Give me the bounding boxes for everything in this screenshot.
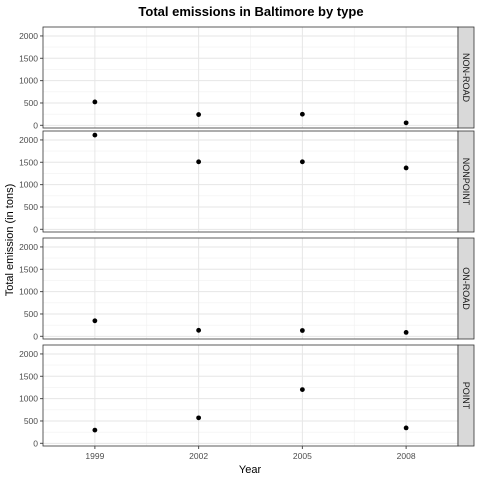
y-tick-label: 1000: [19, 394, 38, 404]
y-tick-label: 1000: [19, 180, 38, 190]
data-point: [92, 133, 97, 138]
data-point: [300, 112, 305, 117]
strip-label: NON-ROAD: [461, 53, 471, 102]
x-tick-label: 2002: [189, 451, 208, 461]
y-tick-label: 1500: [19, 264, 38, 274]
y-tick-label: 500: [24, 416, 38, 426]
y-tick-label: 500: [24, 98, 38, 108]
data-point: [196, 415, 201, 420]
y-tick-label: 1000: [19, 76, 38, 86]
data-point: [196, 159, 201, 164]
panel-nonpoint: 0 500 1000 1500 2000 NONPOINT: [19, 131, 474, 234]
y-tick-label: 1500: [19, 53, 38, 63]
data-point: [196, 328, 201, 333]
data-point: [92, 428, 97, 433]
data-point: [92, 318, 97, 323]
y-tick-label: 2000: [19, 31, 38, 41]
y-tick-label: 500: [24, 309, 38, 319]
x-tick-label: 2005: [293, 451, 312, 461]
y-axis-label: Total emission (in tons): [4, 184, 16, 297]
strip-label: NONPOINT: [461, 158, 471, 206]
data-point: [404, 426, 409, 431]
y-tick-label: 0: [33, 331, 38, 341]
y-tick-label: 1500: [19, 157, 38, 167]
x-axis-label: Year: [239, 464, 262, 476]
data-point: [300, 159, 305, 164]
y-tick-label: 2000: [19, 242, 38, 252]
y-tick-label: 0: [33, 224, 38, 234]
panel-non-road: 0 500 1000 1500 2000 NON-ROAD: [19, 27, 474, 130]
facet-panels: 0 500 1000 1500 2000 NON-ROAD 0 500 1000 1500 2000…: [19, 27, 474, 448]
data-point: [196, 112, 201, 117]
data-point: [404, 120, 409, 125]
y-tick-label: 1000: [19, 287, 38, 297]
strip-label: ON-ROAD: [461, 267, 471, 310]
data-point: [300, 387, 305, 392]
x-tick-label: 1999: [85, 451, 104, 461]
data-point: [300, 328, 305, 333]
y-tick-label: 500: [24, 202, 38, 212]
y-tick-label: 2000: [19, 349, 38, 359]
x-tick-label: 2008: [397, 451, 416, 461]
chart-title: Total emissions in Baltimore by type: [138, 4, 363, 19]
data-point: [404, 330, 409, 335]
panel-point: 0 500 1000 1500 2000 POINT: [19, 345, 474, 448]
data-point: [92, 100, 97, 105]
y-tick-label: 0: [33, 438, 38, 448]
strip-label: POINT: [461, 382, 471, 410]
y-tick-label: 1500: [19, 371, 38, 381]
y-tick-label: 0: [33, 120, 38, 130]
panel-on-road: 0 500 1000 1500 2000 ON-ROAD: [19, 238, 474, 341]
y-tick-label: 2000: [19, 135, 38, 145]
data-point: [404, 166, 409, 171]
